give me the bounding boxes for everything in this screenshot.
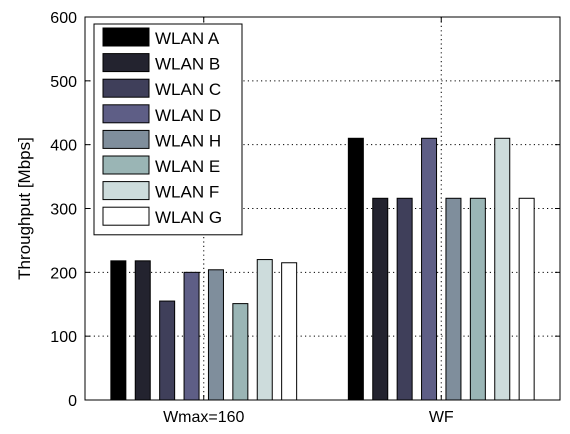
legend-swatch-wlan-g xyxy=(102,206,150,226)
bar-wlan-a xyxy=(347,137,364,401)
bars-layer xyxy=(110,137,535,401)
y-tick-label: 500 xyxy=(50,74,77,91)
x-tick-label: WF xyxy=(429,409,454,426)
legend-label-wlan-c: WLAN C xyxy=(155,80,221,99)
bar-wlan-h xyxy=(207,269,224,401)
ticks-layer: 0 100 200 300 400 500 600 Wmax=160 WF xyxy=(50,10,560,426)
legend-label-wlan-e: WLAN E xyxy=(155,157,220,176)
legend-label-wlan-f: WLAN F xyxy=(155,183,219,202)
x-tick-label: Wmax=160 xyxy=(163,409,244,426)
legend-label-wlan-g: WLAN G xyxy=(155,208,222,227)
legend: WLAN A WLAN B WLAN C WLAN D WLAN H WLAN E WLAN… xyxy=(93,23,243,236)
legend-label-wlan-b: WLAN B xyxy=(155,55,220,74)
y-tick-label: 100 xyxy=(50,329,77,346)
y-tick-label: 600 xyxy=(50,10,77,27)
y-tick-label: 200 xyxy=(50,265,77,282)
legend-label-wlan-d: WLAN D xyxy=(155,106,221,125)
legend-swatch-wlan-c xyxy=(102,78,150,98)
y-tick-label: 400 xyxy=(50,138,77,155)
bar-wlan-b xyxy=(372,197,389,401)
y-tick-label: 0 xyxy=(68,393,77,410)
y-axis-title: Throughput [Mbps] xyxy=(15,137,34,280)
bar-wlan-h xyxy=(445,197,462,401)
bar-wlan-e xyxy=(232,303,249,401)
bar-wlan-f xyxy=(494,137,511,401)
bar-wlan-a xyxy=(110,260,127,401)
bar-wlan-b xyxy=(134,260,151,401)
bar-wlan-g xyxy=(281,262,298,401)
legend-swatch-wlan-a xyxy=(102,27,150,47)
bar-wlan-c xyxy=(159,300,176,401)
bar-wlan-c xyxy=(396,197,413,401)
legend-swatch-wlan-f xyxy=(102,181,150,201)
bar-wlan-d xyxy=(183,271,200,401)
legend-swatch-wlan-h xyxy=(102,129,150,149)
legend-label-wlan-a: WLAN A xyxy=(155,29,220,48)
legend-swatch-wlan-b xyxy=(102,53,150,73)
bar-wlan-e xyxy=(469,197,486,401)
bar-wlan-d xyxy=(421,137,438,401)
y-tick-label: 300 xyxy=(50,202,77,219)
legend-swatch-wlan-d xyxy=(102,104,150,124)
bar-wlan-f xyxy=(256,259,273,401)
legend-swatch-wlan-e xyxy=(102,155,150,175)
bar-wlan-g xyxy=(518,197,535,401)
legend-label-wlan-h: WLAN H xyxy=(155,131,221,150)
